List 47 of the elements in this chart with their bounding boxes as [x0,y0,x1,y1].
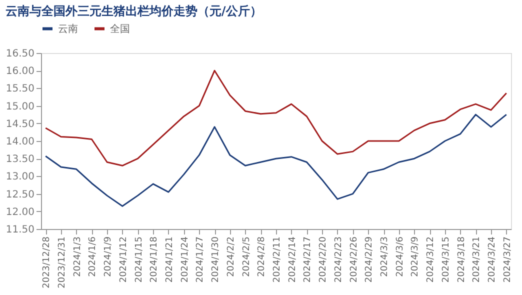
y-tick-label: 14.50 [6,118,34,130]
y-tick-label: 13.00 [6,172,34,183]
y-tick-label: 12.50 [6,189,34,200]
x-tick-label: 2024/3/27 [502,236,513,283]
line-series [44,70,508,166]
x-tick-label: 2024/1/27 [196,236,206,283]
x-tick-label: 2023/12/28 [42,236,52,288]
x-tick-label: 2024/2/14 [288,236,298,283]
x-tick-label: 2024/1/9 [104,236,114,277]
x-tick-label: 2024/1/3 [72,236,83,277]
x-tick-label: 2024/1/15 [134,236,144,283]
x-tick-label: 2024/2/17 [303,236,314,283]
x-tick-label: 2024/1/12 [118,236,129,283]
x-tick-label: 2024/2/26 [349,236,360,283]
x-tick-label: 2024/3/12 [426,236,436,283]
x-tick-label: 2024/2/29 [364,236,375,283]
x-tick-label: 2024/3/6 [395,236,406,277]
x-tick-label: 2024/1/6 [88,236,98,277]
x-tick-label: 2024/3/9 [410,236,421,277]
y-tick-label: 12.00 [6,206,34,218]
y-tick-label: 11.50 [6,224,34,236]
x-tick-label: 2024/1/24 [180,236,190,283]
legend-label: 云南 [58,22,78,35]
x-tick-label: 2024/2/11 [272,236,282,283]
y-tick-label: 15.00 [6,101,34,112]
x-tick-label: 2024/3/18 [456,236,467,283]
x-tick-label: 2024/3/24 [488,236,498,283]
y-tick-label: 16.50 [6,48,34,60]
x-tick-label: 2024/3/21 [472,236,482,283]
x-tick-label: 2024/2/8 [257,236,268,277]
x-tick-label: 2024/1/30 [211,236,222,283]
legend-label: 全国 [110,22,130,35]
x-tick-label: 2024/1/21 [164,236,175,283]
line-series [44,114,508,207]
y-tick-label: 14.00 [6,136,34,148]
x-tick-label: 2024/2/2 [226,236,236,277]
y-tick-label: 16.00 [6,66,34,78]
y-tick-label: 15.50 [6,84,34,95]
x-tick-label: 2024/2/20 [318,236,329,283]
x-tick-label: 2024/1/18 [150,236,160,283]
x-tick-label: 2024/3/15 [441,236,452,283]
y-tick-label: 13.50 [6,154,34,166]
chart-title: 云南与全国外三元生猪出栏均价走势（元/公斤） [5,4,262,18]
x-tick-label: 2024/2/5 [242,236,252,277]
x-tick-label: 2024/3/3 [380,236,390,277]
x-tick-label: 2023/12/31 [57,236,68,288]
x-tick-label: 2024/2/23 [334,236,344,283]
